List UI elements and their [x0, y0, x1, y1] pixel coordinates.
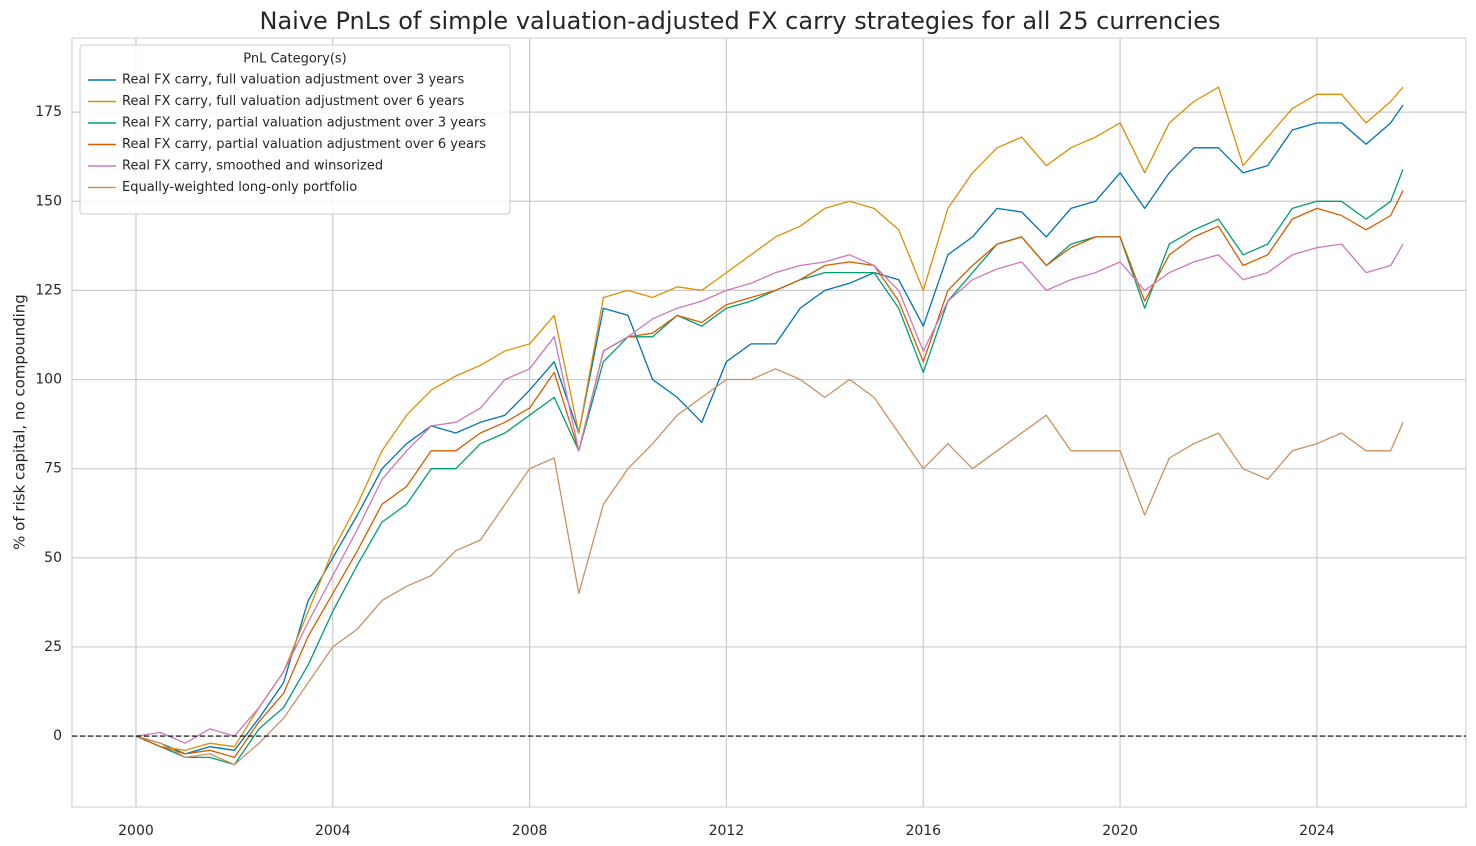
legend-label: Real FX carry, partial valuation adjustm… — [122, 137, 486, 152]
legend-label: Real FX carry, smoothed and winsorized — [122, 159, 383, 174]
y-tick-label: 0 — [53, 728, 62, 744]
series-line — [135, 243, 1404, 744]
legend: PnL Category(s) Real FX carry, full valua… — [79, 44, 511, 215]
y-tick-label: 100 — [35, 372, 62, 388]
x-tick-label: 2012 — [709, 823, 745, 839]
y-tick-label: 25 — [44, 639, 62, 655]
chart-title: Naive PnLs of simple valuation-adjusted … — [260, 7, 1221, 35]
lines — [72, 86, 1466, 766]
legend-label: Real FX carry, full valuation adjustment… — [122, 73, 464, 88]
series-line — [135, 190, 1404, 759]
y-tick-label: 50 — [44, 550, 62, 566]
y-tick-label: 125 — [35, 282, 62, 298]
x-tick-label: 2016 — [905, 823, 941, 839]
legend-label: Equally-weighted long-only portfolio — [122, 180, 357, 195]
y-axis-label: % of risk capital, no compounding — [11, 294, 29, 550]
series-line — [135, 368, 1404, 766]
x-tick-label: 2004 — [315, 823, 351, 839]
y-tick-label: 150 — [35, 193, 62, 209]
series-line — [135, 104, 1404, 755]
x-tick-label: 2008 — [512, 823, 548, 839]
y-tick-label: 175 — [35, 104, 62, 120]
legend-title: PnL Category(s) — [243, 52, 347, 67]
legend-box — [79, 44, 511, 215]
x-tick-label: 2020 — [1102, 823, 1138, 839]
series-line — [135, 86, 1404, 751]
y-tick-label: 75 — [44, 461, 62, 477]
x-tick-label: 2000 — [118, 823, 154, 839]
x-tick-label: 2024 — [1299, 823, 1335, 839]
legend-label: Real FX carry, full valuation adjustment… — [122, 94, 464, 109]
legend-label: Real FX carry, partial valuation adjustm… — [122, 116, 486, 131]
